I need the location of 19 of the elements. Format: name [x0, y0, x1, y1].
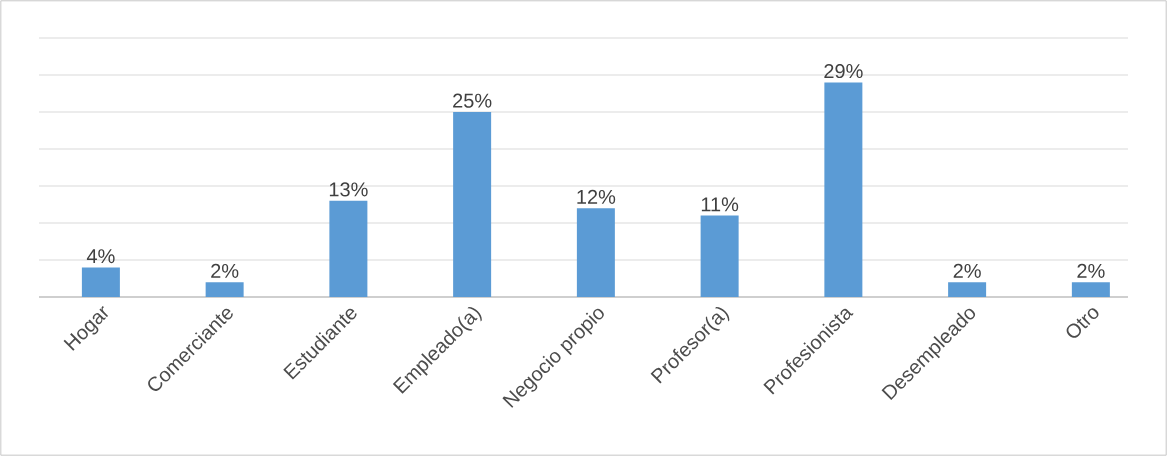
data-label: 4% — [86, 249, 115, 264]
data-label: 13% — [329, 182, 368, 197]
bar — [1071, 282, 1110, 297]
data-label: 29% — [824, 63, 863, 79]
bar — [329, 200, 368, 297]
data-label: 11% — [701, 197, 739, 212]
data-label: 12% — [577, 189, 616, 204]
data-label: 2% — [1077, 263, 1105, 278]
bar — [700, 215, 739, 297]
bar — [576, 208, 615, 297]
x-tick-label: Otro — [1066, 308, 1099, 338]
data-label: 2% — [953, 263, 981, 278]
data-label: 25% — [453, 93, 492, 108]
bar — [824, 82, 863, 297]
bar — [453, 111, 492, 297]
bar — [81, 267, 120, 297]
data-label: 2% — [211, 263, 239, 278]
bar — [205, 282, 244, 297]
bar — [948, 282, 987, 297]
